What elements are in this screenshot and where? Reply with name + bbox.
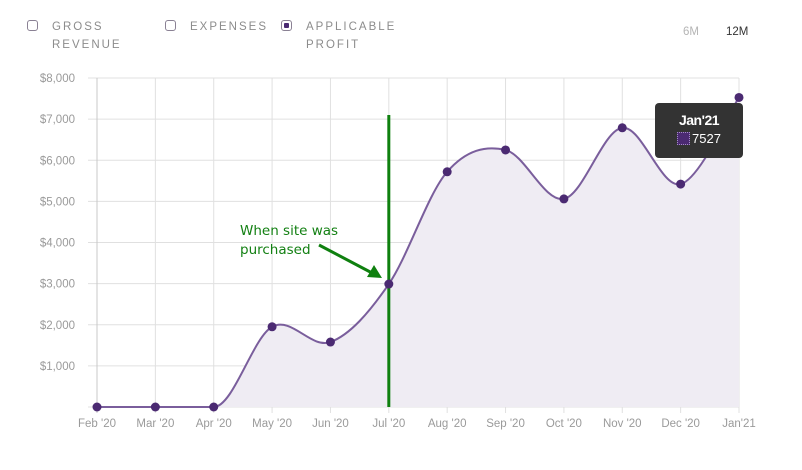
series-swatch-icon [677,132,691,145]
svg-text:Oct '20: Oct '20 [546,418,582,430]
applicable-profit-checkbox[interactable] [281,20,292,31]
svg-text:$8,000: $8,000 [40,73,75,85]
legend-label: APPLICABLE PROFIT [306,21,397,51]
svg-text:Mar '20: Mar '20 [136,418,174,430]
chart-grid [88,77,740,413]
x-axis-labels: Feb '20 Mar '20 Apr '20 May '20 Jun '20 Jul '… [78,418,756,430]
svg-text:Aug '20: Aug '20 [428,418,467,430]
legend-expenses[interactable]: EXPENSES [165,18,268,36]
series-area [97,97,739,408]
series-line [96,96,740,409]
svg-text:Feb '20: Feb '20 [78,418,116,430]
legend-label: EXPENSES [190,21,268,33]
svg-text:$6,000: $6,000 [40,155,75,167]
purchase-annotation: When site was purchased [240,223,339,258]
chart-tooltip: Jan'21 7527 [655,103,743,158]
svg-text:$1,000: $1,000 [40,361,75,373]
legend-label: GROSS REVENUE [52,21,122,51]
range-6m-button[interactable]: 6M [683,26,699,38]
range-12m-button[interactable]: 12M [726,26,749,38]
svg-text:$4,000: $4,000 [40,238,75,250]
svg-text:$7,000: $7,000 [40,114,75,126]
tooltip-title: Jan'21 [678,112,720,128]
svg-text:Nov '20: Nov '20 [603,418,642,430]
gross-revenue-checkbox[interactable] [27,20,38,31]
svg-text:$3,000: $3,000 [40,279,75,291]
svg-text:$2,000: $2,000 [40,320,75,332]
svg-text:Apr '20: Apr '20 [196,418,232,430]
svg-text:Dec '20: Dec '20 [661,418,700,430]
svg-text:Jan'21: Jan'21 [722,418,756,430]
svg-text:Jun '20: Jun '20 [312,418,349,430]
svg-text:$5,000: $5,000 [40,196,75,208]
svg-text:Jul '20: Jul '20 [372,418,405,430]
tooltip-value: 7527 [692,131,721,146]
y-axis-labels: $1,000 $2,000 $3,000 $4,000 $5,000 $6,000 $7,0… [40,73,75,373]
legend-applicable-profit[interactable]: APPLICABLE PROFIT [281,18,396,54]
svg-text:May '20: May '20 [252,418,292,430]
data-points [92,92,744,412]
legend-gross-revenue[interactable]: GROSS REVENUE [27,18,122,54]
expenses-checkbox[interactable] [165,20,176,31]
svg-text:Sep '20: Sep '20 [486,418,525,430]
